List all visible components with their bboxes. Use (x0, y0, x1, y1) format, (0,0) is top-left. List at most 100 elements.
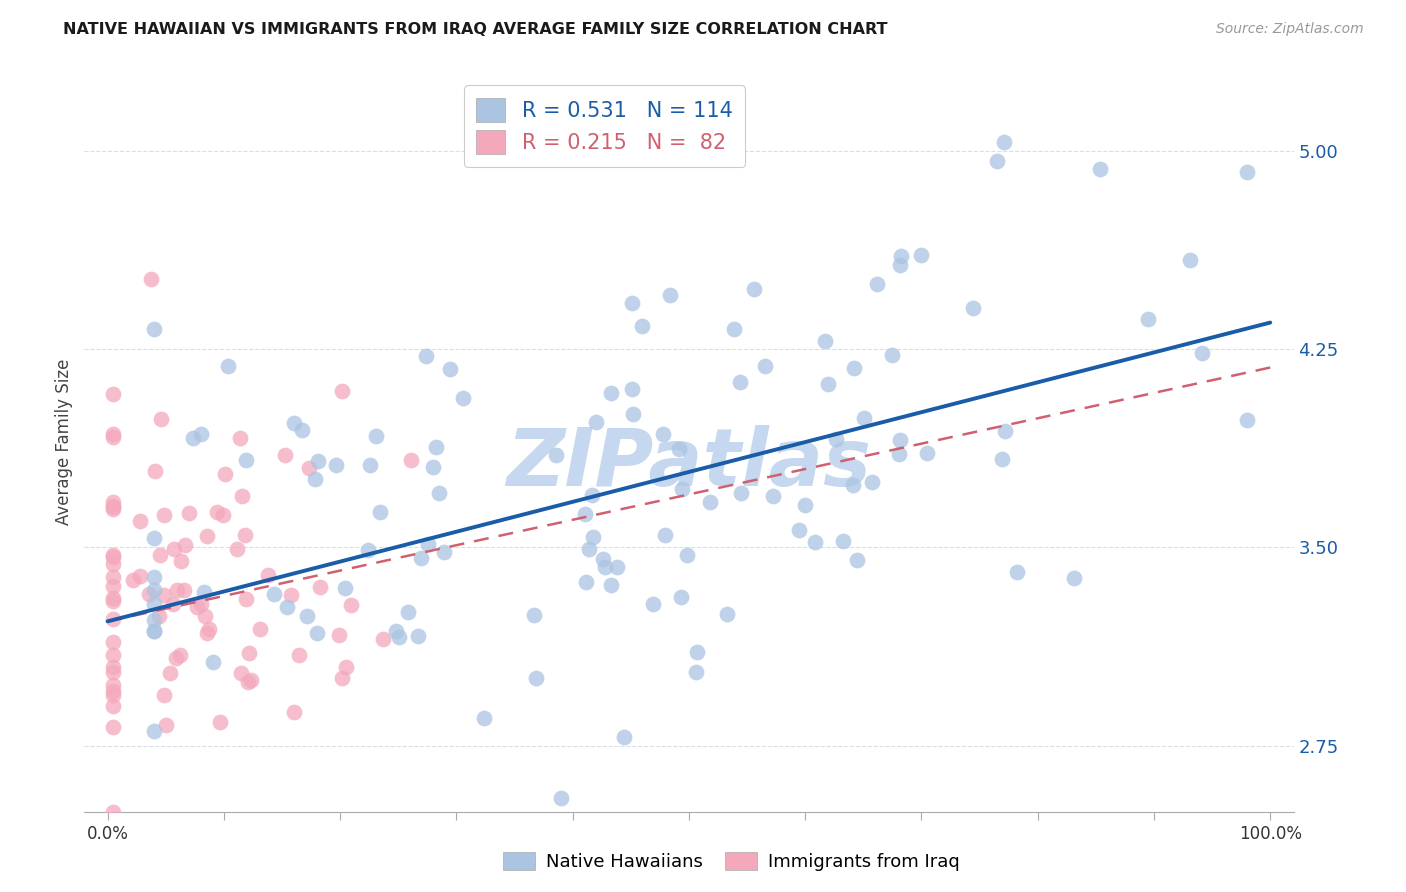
Point (659, 288, 682, 302)
Point (585, 415, 607, 429)
Point (676, 548, 699, 562)
Point (574, 507, 596, 521)
Point (209, 715, 232, 730)
Point (866, 277, 889, 292)
Point (366, 429, 388, 443)
Point (685, 665, 707, 679)
Point (103, 499, 125, 513)
Point (307, 626, 329, 640)
Point (231, 489, 253, 503)
Point (654, 528, 676, 542)
Point (283, 705, 305, 719)
Point (177, 506, 200, 520)
Point (889, 258, 911, 272)
Point (169, 648, 191, 663)
Point (197, 529, 219, 543)
Point (620, 295, 643, 310)
Point (103, 501, 125, 516)
Point (592, 551, 614, 566)
Point (325, 458, 347, 472)
Point (814, 334, 837, 348)
Point (550, 790, 572, 805)
Point (173, 582, 195, 597)
Point (235, 452, 257, 467)
Point (523, 608, 546, 623)
Point (193, 585, 215, 599)
Point (103, 591, 125, 605)
Point (385, 624, 408, 638)
Point (103, 430, 125, 444)
Point (226, 542, 249, 557)
Point (256, 567, 278, 582)
Point (143, 613, 166, 627)
Point (309, 580, 332, 594)
Point (283, 416, 305, 430)
Point (453, 391, 475, 405)
Point (143, 570, 166, 584)
Point (803, 535, 825, 549)
Point (162, 597, 184, 611)
Point (340, 598, 363, 612)
Point (860, 475, 883, 489)
Point (368, 504, 391, 518)
Point (153, 588, 176, 602)
Point (291, 423, 314, 437)
Point (1063, 571, 1085, 585)
Point (194, 608, 217, 623)
Point (263, 587, 285, 601)
Point (1090, 161, 1112, 176)
Point (229, 431, 252, 445)
Point (1178, 252, 1201, 267)
Point (546, 448, 568, 462)
Point (723, 321, 745, 335)
Point (991, 452, 1014, 467)
Point (202, 655, 225, 669)
Point (728, 375, 751, 389)
Point (396, 605, 419, 619)
Point (359, 458, 381, 472)
Point (422, 460, 444, 475)
Point (787, 523, 810, 537)
Point (170, 553, 193, 567)
Point (427, 486, 450, 500)
Point (373, 632, 395, 646)
Point (399, 453, 422, 467)
Point (304, 472, 326, 486)
Point (593, 559, 616, 574)
Point (103, 594, 125, 608)
Point (915, 446, 938, 460)
Point (103, 569, 125, 583)
Point (197, 623, 219, 637)
Point (280, 588, 302, 602)
Point (276, 600, 298, 615)
Point (986, 153, 1008, 168)
Point (236, 675, 259, 690)
Text: ZIPatlas: ZIPatlas (506, 425, 872, 503)
Point (217, 359, 239, 373)
Point (1136, 311, 1159, 326)
Point (207, 505, 229, 519)
Point (212, 508, 235, 522)
Point (128, 514, 150, 528)
Point (994, 424, 1017, 438)
Point (416, 537, 439, 551)
Point (671, 482, 693, 496)
Point (307, 454, 329, 468)
Legend: Native Hawaiians, Immigrants from Iraq: Native Hawaiians, Immigrants from Iraq (495, 845, 967, 879)
Point (754, 359, 776, 374)
Point (842, 478, 865, 492)
Point (143, 464, 166, 478)
Point (582, 530, 605, 544)
Point (890, 249, 912, 263)
Text: NATIVE HAWAIIAN VS IMMIGRANTS FROM IRAQ AVERAGE FAMILY SIZE CORRELATION CHART: NATIVE HAWAIIAN VS IMMIGRANTS FROM IRAQ … (63, 22, 887, 37)
Point (235, 592, 257, 607)
Point (103, 688, 125, 702)
Point (162, 541, 184, 556)
Point (103, 427, 125, 442)
Point (575, 575, 598, 590)
Point (103, 612, 125, 626)
Point (600, 577, 623, 591)
Point (887, 447, 910, 461)
Point (606, 559, 628, 574)
Point (103, 805, 125, 820)
